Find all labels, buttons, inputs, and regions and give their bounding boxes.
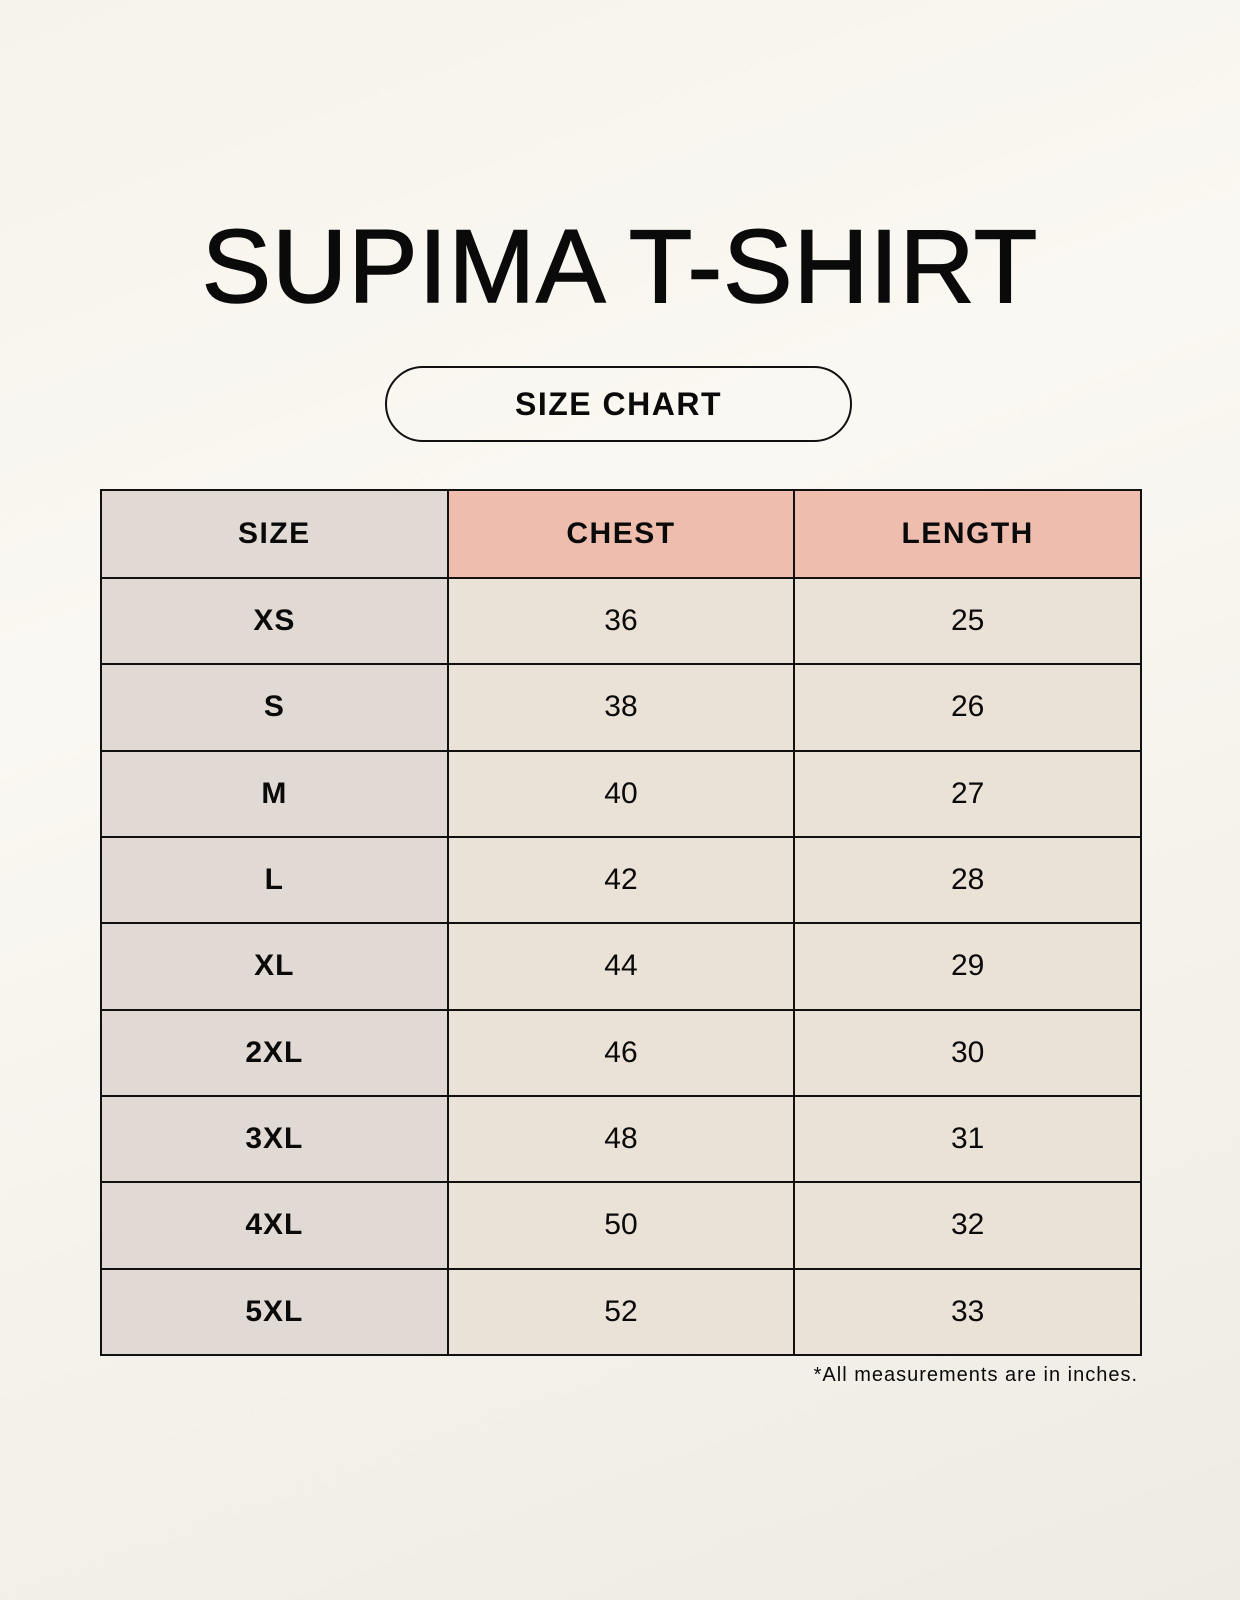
cell-size: L	[100, 835, 449, 925]
cell-length: 32	[793, 1181, 1142, 1270]
table-row: XL 44 29	[100, 922, 1142, 1011]
cell-size: M	[100, 749, 449, 838]
size-chart-table: SIZE CHEST LENGTH XS 36 25 S 38 26 M 40 27 L 42 28 X…	[100, 489, 1142, 1357]
size-chart-label: SIZE CHART	[385, 366, 852, 442]
table-row: XS 36 25	[100, 576, 1142, 666]
table-row: M 40 27	[100, 749, 1142, 838]
cell-length: 26	[793, 663, 1142, 752]
cell-size: XS	[100, 576, 449, 666]
cell-size: 4XL	[100, 1181, 449, 1270]
cell-chest: 52	[446, 1267, 796, 1357]
header-length: LENGTH	[793, 489, 1142, 579]
cell-chest: 36	[446, 576, 796, 666]
cell-size: 2XL	[100, 1008, 449, 1097]
table-row: 3XL 48 31	[100, 1094, 1142, 1184]
cell-length: 31	[793, 1094, 1142, 1184]
table-header-row: SIZE CHEST LENGTH	[100, 489, 1142, 579]
table-row: 4XL 50 32	[100, 1181, 1142, 1270]
table-row: L 42 28	[100, 835, 1142, 925]
cell-size: 5XL	[100, 1267, 449, 1357]
cell-length: 33	[793, 1267, 1142, 1357]
footnote: *All measurements are in inches.	[813, 1364, 1138, 1386]
cell-size: 3XL	[100, 1094, 449, 1184]
cell-length: 28	[793, 835, 1142, 925]
table-row: 2XL 46 30	[100, 1008, 1142, 1097]
cell-size: XL	[100, 922, 449, 1011]
cell-chest: 46	[446, 1008, 796, 1097]
cell-chest: 50	[446, 1181, 796, 1270]
cell-length: 30	[793, 1008, 1142, 1097]
page-title: SUPIMA T-SHIRT	[201, 208, 1039, 326]
cell-length: 29	[793, 922, 1142, 1011]
cell-chest: 40	[446, 749, 796, 838]
cell-chest: 44	[446, 922, 796, 1011]
cell-chest: 38	[446, 663, 796, 752]
cell-chest: 42	[446, 835, 796, 925]
table-row: S 38 26	[100, 663, 1142, 752]
cell-size: S	[100, 663, 449, 752]
header-chest: CHEST	[446, 489, 796, 579]
cell-length: 25	[793, 576, 1142, 666]
table-row: 5XL 52 33	[100, 1267, 1142, 1357]
cell-chest: 48	[446, 1094, 796, 1184]
cell-length: 27	[793, 749, 1142, 838]
header-size: SIZE	[100, 489, 449, 579]
